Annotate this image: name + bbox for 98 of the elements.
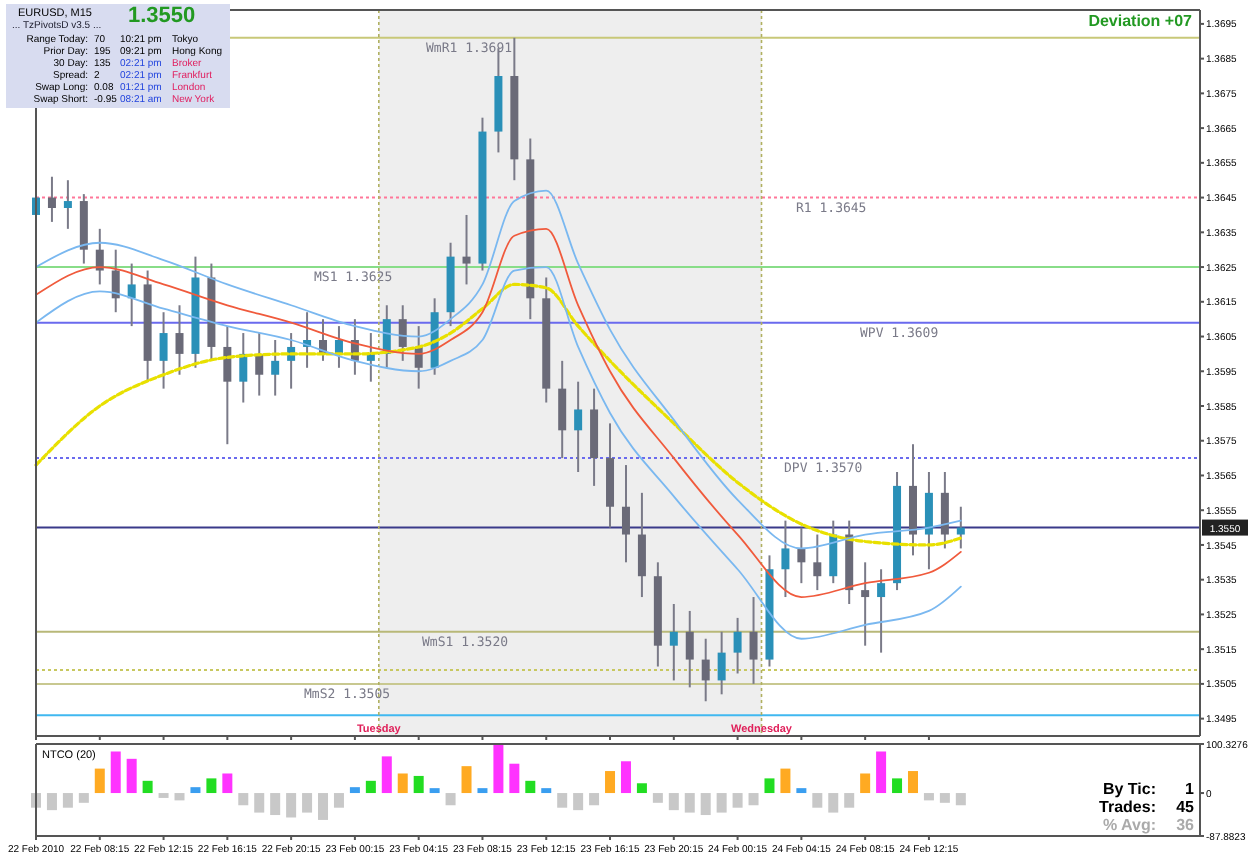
bar xyxy=(206,778,217,794)
bar xyxy=(828,793,839,813)
bar xyxy=(716,793,727,813)
candlestick xyxy=(175,304,184,376)
annotation: % Avg: xyxy=(1102,816,1156,834)
candlestick xyxy=(398,304,407,362)
bar xyxy=(461,766,472,794)
candlestick xyxy=(797,526,806,585)
candlestick xyxy=(223,325,232,446)
annotation: Deviation +07 xyxy=(1088,12,1194,30)
candlestick xyxy=(255,332,264,397)
line-series xyxy=(35,227,962,598)
candlestick xyxy=(956,505,965,550)
bar xyxy=(381,756,392,794)
bar xyxy=(413,775,424,794)
candlestick xyxy=(861,561,870,647)
bar xyxy=(477,788,488,794)
bar xyxy=(126,758,137,794)
bar xyxy=(222,773,233,794)
bar xyxy=(238,793,249,806)
bar xyxy=(365,780,376,794)
bar xyxy=(876,751,887,794)
candlestick xyxy=(95,227,104,286)
candlestick xyxy=(127,262,136,328)
bar xyxy=(700,793,711,816)
bar xyxy=(780,768,791,794)
candlestick xyxy=(813,533,822,592)
bar xyxy=(174,793,185,801)
bar xyxy=(748,793,759,806)
candlestick xyxy=(733,616,742,675)
annotation: Trades: xyxy=(1099,798,1156,816)
candlestick xyxy=(940,471,949,550)
candlestick xyxy=(781,519,790,599)
bar xyxy=(907,771,918,794)
bar xyxy=(509,763,520,794)
annotation: 45 xyxy=(1176,798,1196,816)
candlestick xyxy=(749,596,758,685)
candlestick xyxy=(159,311,168,390)
line-series xyxy=(35,266,962,640)
candlestick xyxy=(924,471,933,571)
bar xyxy=(955,793,966,806)
bar xyxy=(684,793,695,813)
bar xyxy=(333,793,344,808)
bar xyxy=(939,793,950,803)
annotation: 36 xyxy=(1176,816,1196,834)
bar xyxy=(445,793,456,806)
candlestick xyxy=(669,603,678,682)
bar xyxy=(142,780,153,794)
bar xyxy=(620,761,631,794)
bar xyxy=(318,793,329,820)
annotation: 1.3550 xyxy=(128,4,196,28)
candlestick xyxy=(621,464,630,564)
bar xyxy=(46,793,57,811)
bar xyxy=(525,780,536,794)
line-series xyxy=(34,282,963,547)
bar xyxy=(844,793,855,808)
bar xyxy=(541,788,552,794)
candlestick xyxy=(877,568,886,654)
bar xyxy=(254,793,265,813)
annotation: 1 xyxy=(1185,780,1196,798)
candlestick xyxy=(63,179,72,230)
bar xyxy=(270,793,281,816)
bar xyxy=(892,778,903,794)
bar xyxy=(78,793,89,803)
candlestick xyxy=(701,637,710,703)
candlestick xyxy=(574,380,583,473)
bar xyxy=(796,788,807,794)
bar xyxy=(860,773,871,794)
bar xyxy=(190,787,201,794)
candlestick xyxy=(717,630,726,696)
bar xyxy=(302,793,313,813)
bar xyxy=(397,773,408,794)
candlestick xyxy=(271,339,280,397)
bar xyxy=(652,793,663,803)
bar xyxy=(923,793,934,801)
bar xyxy=(349,787,360,794)
bar xyxy=(668,793,679,811)
bar xyxy=(62,793,73,808)
bar xyxy=(110,751,121,794)
candlestick xyxy=(685,609,694,689)
bar xyxy=(812,793,823,808)
candlestick xyxy=(637,491,646,599)
candlestick xyxy=(47,175,56,223)
bar xyxy=(764,778,775,794)
candlestick xyxy=(111,248,120,314)
bar xyxy=(493,744,504,794)
bar xyxy=(429,788,440,794)
bar xyxy=(573,793,584,811)
bar xyxy=(636,783,647,794)
bar xyxy=(557,793,568,808)
bar xyxy=(605,771,616,794)
candlestick xyxy=(462,213,471,286)
bar xyxy=(94,768,105,794)
bar xyxy=(589,793,600,806)
bar xyxy=(286,793,297,818)
candlestick xyxy=(558,359,567,460)
bar xyxy=(732,793,743,808)
annotation: By Tic: xyxy=(1102,780,1156,798)
